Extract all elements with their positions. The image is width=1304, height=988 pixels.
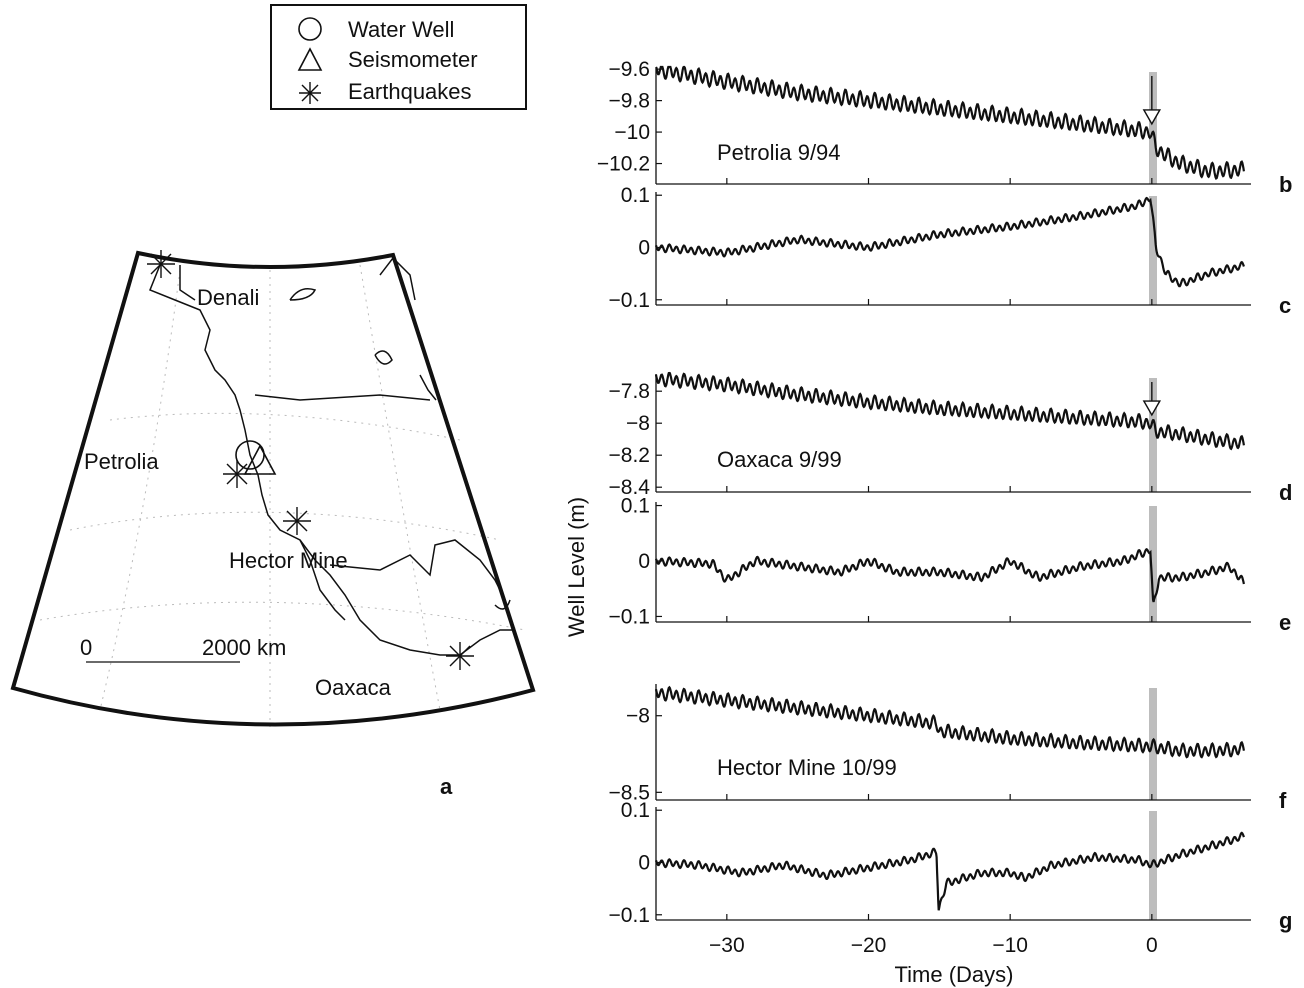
earthquake-denali-icon [147,250,175,278]
event-shade [1149,378,1157,492]
event-shade [1149,506,1157,622]
map-label-petrolia: Petrolia [84,449,159,474]
y-tick-label: −8.4 [609,476,651,499]
triangle-icon [297,47,323,71]
x-tick-label: 0 [1146,934,1158,957]
map-panel: Denali Petrolia Hector Mine Oaxaca 0 200… [10,250,536,799]
legend-label-earthquakes: Earthquakes [348,79,472,104]
x-tick-label: −10 [992,934,1028,957]
y-tick-label: 0 [638,550,650,573]
seismometer-triangle-icon [243,444,277,475]
event-shade [1149,72,1157,184]
panel-g: 0.1 0 −0.1 g [609,799,1293,933]
scale-bar-zero: 0 [80,635,92,660]
panel-b: −9.6 −9.8 −10 −10.2 Petrolia 9/94 b [597,58,1293,197]
event-arrow-icon [1142,109,1162,126]
series-line [654,196,1245,288]
panel-title: Oaxaca 9/99 [717,447,842,472]
y-tick-label: −10 [614,121,650,144]
map-label-hector-mine: Hector Mine [229,548,348,573]
map-frame [10,250,536,727]
circle-icon [298,17,322,41]
panel-title: Petrolia 9/94 [717,140,841,165]
y-tick-label: −10.2 [597,153,650,176]
y-tick-label: −8.5 [609,781,650,804]
series-line [654,547,1245,603]
earthquake-oaxaca-icon [446,642,474,670]
scale-bar: 0 2000 km [80,635,286,663]
panel-title: Hector Mine 10/99 [717,755,897,780]
y-tick-label: 0.1 [621,184,650,207]
x-tick-label: −30 [709,934,745,957]
event-arrow-icon [1142,400,1162,417]
panel-letter-d: d [1279,480,1292,505]
y-tick-label: −0.1 [609,289,650,312]
panel-letter-c: c [1279,293,1291,318]
y-tick-label: −8 [626,412,650,435]
panel-c: 0.1 0 −0.1 c [609,184,1292,318]
series-line [654,831,1245,911]
y-axis-label: Well Level (m) [564,497,589,637]
legend-label-seismometer: Seismometer [348,47,478,72]
scale-bar-end: 2000 km [202,635,286,660]
earthquake-hector-mine-icon [283,507,311,535]
legend: Water Well Seismometer Earthquakes [270,4,527,110]
y-tick-label: 0.1 [621,799,650,822]
panel-letter-e: e [1279,610,1291,635]
panel-e: 0.1 0 −0.1 e [609,495,1292,635]
x-tick-label: −20 [851,934,887,957]
map-coastlines [149,256,515,656]
y-tick-label: 0.1 [621,495,650,518]
panel-letter-b: b [1279,172,1292,197]
y-tick-label: −9.6 [609,58,650,81]
event-shade [1149,196,1157,305]
panel-letter-f: f [1279,788,1287,813]
y-tick-label: −8 [626,705,650,728]
y-tick-label: −0.1 [609,605,650,628]
map-label-oaxaca: Oaxaca [315,675,392,700]
y-tick-label: 0 [638,852,650,875]
panel-f: −8 −8.5 Hector Mine 10/99 f [609,684,1287,813]
y-tick-label: −8.2 [609,444,650,467]
legend-label-water-well: Water Well [348,17,454,42]
event-shade [1149,811,1157,920]
y-tick-label: −9.8 [609,90,650,113]
asterisk-icon [299,82,321,104]
y-tick-label: −0.1 [609,904,650,927]
panel-d: −7.8 −8 −8.2 −8.4 Oaxaca 9/99 d [609,371,1292,505]
panel-letter-g: g [1279,908,1292,933]
map-graticule [39,264,526,730]
y-tick-label: −7.8 [609,380,650,403]
x-axis-label: Time (Days) [895,962,1014,987]
series-line [654,685,1245,759]
panel-letter-a: a [440,774,453,799]
series-line [655,65,1245,181]
series-line [654,371,1245,451]
timeseries-panels: −9.6 −9.8 −10 −10.2 Petrolia 9/94 b 0.1 0 −0.1 c −… [597,58,1293,957]
y-tick-label: 0 [638,237,650,260]
map-label-denali: Denali [197,285,259,310]
earthquake-petrolia-icon [223,460,251,488]
